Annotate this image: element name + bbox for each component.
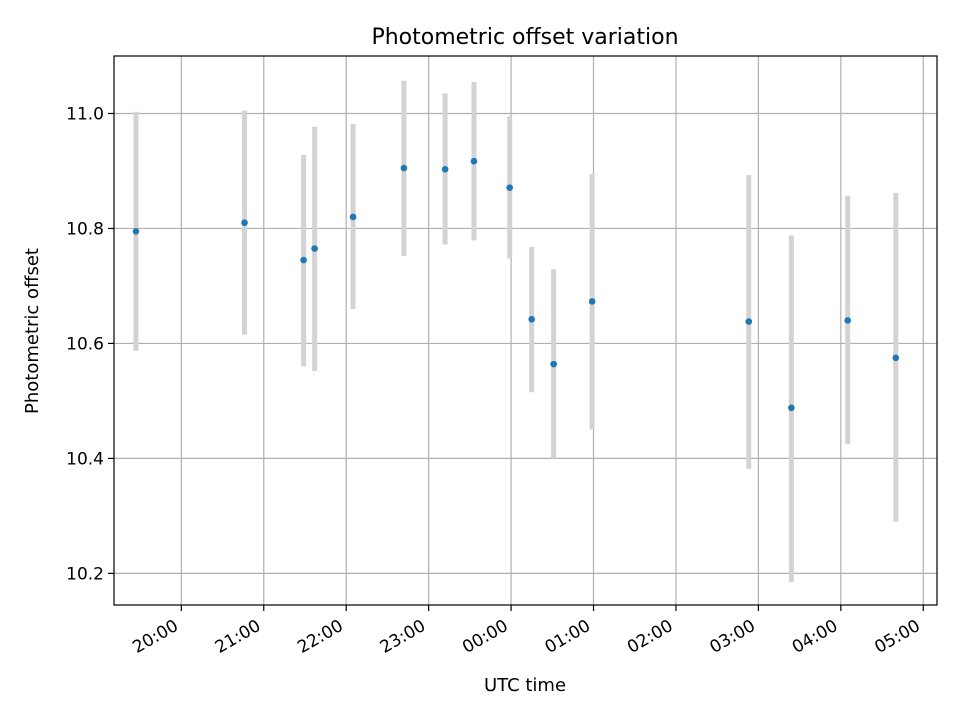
data-point xyxy=(528,315,535,323)
data-point xyxy=(311,245,318,252)
data-point xyxy=(788,404,795,412)
data-point xyxy=(588,298,596,305)
data-point xyxy=(844,317,851,324)
data-point xyxy=(441,165,449,173)
data-point xyxy=(470,157,478,165)
y-tick-label: 10.6 xyxy=(66,334,104,354)
chart-title: Photometric offset variation xyxy=(371,25,678,50)
y-tick-layer: 10.2 10.4 10.6 10.8 11.0 xyxy=(66,104,114,584)
data-point xyxy=(241,219,248,227)
y-tick-label: 10.2 xyxy=(66,564,104,584)
data-point xyxy=(400,164,408,172)
data-point xyxy=(349,213,357,221)
y-axis-label: Photometric offset xyxy=(22,248,43,414)
y-tick-label: 10.8 xyxy=(66,219,104,239)
x-axis-label: UTC time xyxy=(484,675,566,696)
data-point xyxy=(300,256,307,264)
data-point xyxy=(745,318,753,325)
y-tick-label: 10.4 xyxy=(66,449,104,469)
y-tick-label: 11.0 xyxy=(66,104,104,124)
data-point xyxy=(892,354,900,362)
data-point xyxy=(132,228,140,235)
plot-frame xyxy=(113,55,938,606)
data-point xyxy=(550,360,557,368)
data-point xyxy=(506,184,513,191)
point-layer xyxy=(132,157,900,412)
